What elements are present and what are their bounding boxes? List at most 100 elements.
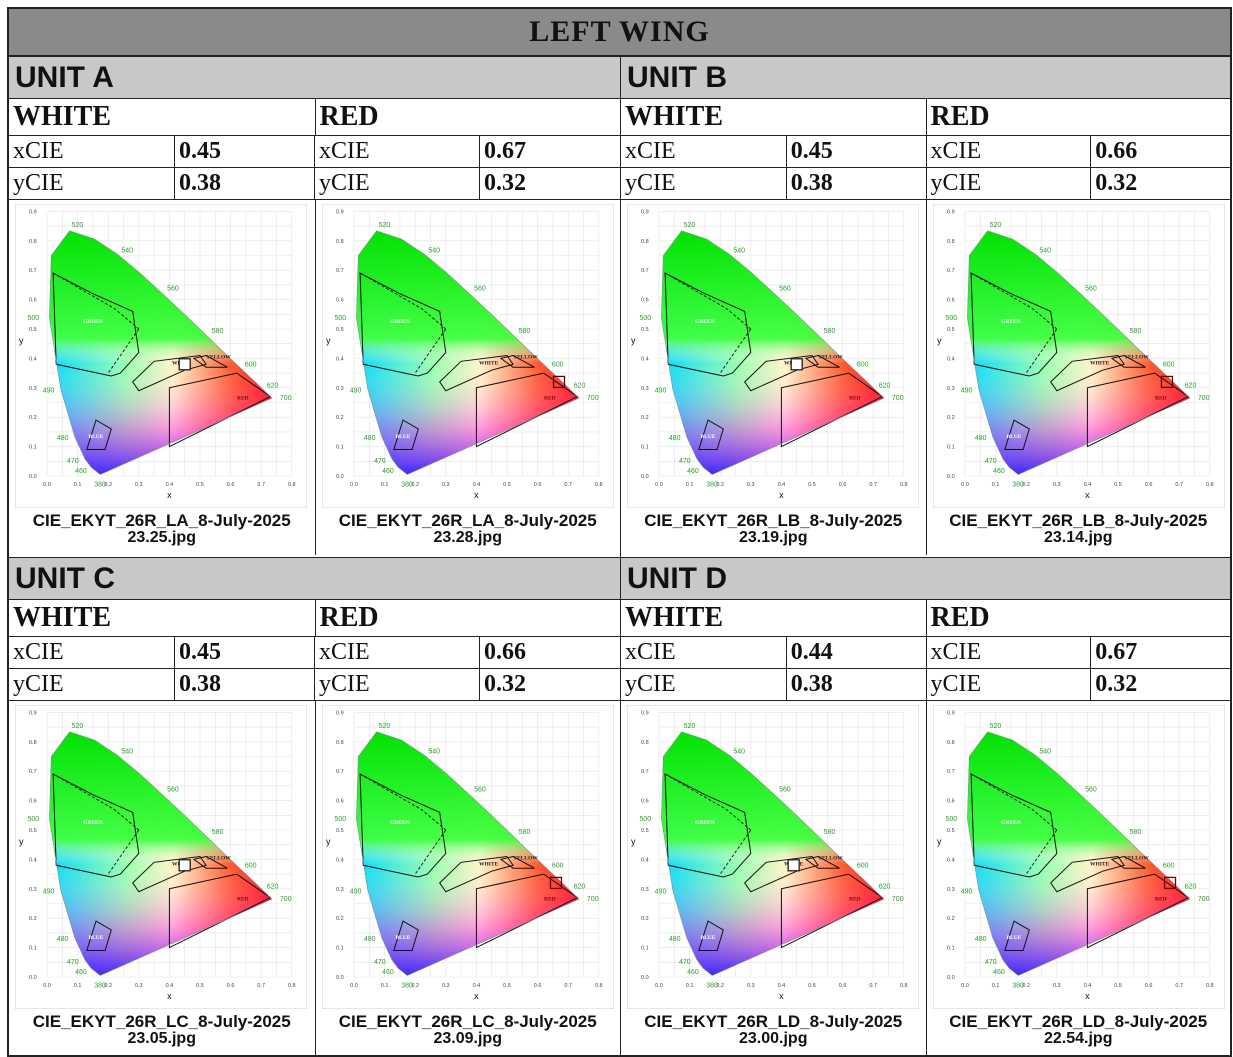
x-tick-label: 0.2 [716, 983, 724, 989]
y-tick-label: 0.9 [641, 209, 649, 215]
wavelength-label: 460 [993, 969, 1005, 976]
y-tick-label: 0.9 [336, 209, 344, 215]
x-tick-label: 0.6 [1144, 482, 1152, 488]
y-label: yCIE [314, 669, 479, 700]
y-tick-label: 0.1 [641, 445, 649, 451]
color-headers: WHITE RED [9, 600, 620, 637]
white-header: WHITE [625, 101, 724, 132]
wavelength-label: 540 [733, 748, 745, 755]
measured-point-marker [787, 859, 800, 872]
x-tick-label: 0.1 [686, 482, 694, 488]
x-tick-label: 0.2 [411, 482, 419, 488]
wavelength-label: 700 [1197, 395, 1209, 402]
wavelength-label: 560 [779, 286, 791, 293]
wavelength-label: 580 [518, 328, 530, 335]
region-label: RED [237, 897, 249, 903]
x-tick-label: 0.0 [655, 983, 663, 989]
y-tick-label: 0.3 [947, 386, 955, 392]
wavelength-label: 560 [474, 286, 486, 293]
white-y-value: 0.38 [785, 168, 926, 199]
x-tick-label: 0.5 [503, 983, 511, 989]
x-tick-label: 0.5 [808, 983, 816, 989]
y-tick-label: 0.4 [336, 857, 344, 863]
x-tick-label: 0.2 [104, 482, 112, 488]
measured-point-marker [178, 859, 191, 872]
region-boundary [52, 272, 140, 377]
region-boundary [970, 773, 1057, 878]
x-tick-label: 0.6 [533, 482, 541, 488]
wavelength-label: 500 [945, 315, 957, 322]
y-label: yCIE [625, 671, 676, 697]
y-tick-label: 0.5 [336, 327, 344, 333]
unit-panel-d: UNIT D WHITE RED xCIE 0.44 xCIE 0.67 yCI… [621, 558, 1230, 1056]
x-tick-label: 0.5 [503, 482, 511, 488]
chart-row: GREEN WHITE YELLOW RED BLUE 520 540 560 580 600 62… [9, 200, 620, 555]
x-tick-label: 0.8 [1205, 983, 1213, 989]
wavelength-label: 560 [167, 787, 179, 794]
wavelength-label: 580 [824, 829, 836, 836]
wavelength-label: 480 [363, 936, 375, 943]
y-tick-label: 0.7 [947, 769, 955, 775]
unit-panel-b: UNIT B WHITE RED xCIE 0.45 xCIE 0.66 yCI… [621, 57, 1230, 555]
y-row: yCIE 0.38 yCIE 0.32 [621, 669, 1230, 701]
wavelength-label: 480 [974, 435, 986, 442]
region-boundary [698, 419, 724, 450]
y-tick-label: 0.0 [336, 975, 344, 981]
y-tick-label: 0.9 [641, 710, 649, 716]
y-tick-label: 0.0 [336, 474, 344, 480]
region-label: YELLOW [206, 855, 231, 861]
y-axis-label: y [326, 837, 331, 847]
y-axis-label: y [937, 837, 942, 847]
y-tick-label: 0.4 [641, 857, 649, 863]
region-label: WHITE [479, 861, 499, 867]
x-tick-label: 0.0 [43, 983, 51, 989]
measured-point-marker [790, 358, 803, 371]
x-tick-label: 0.1 [380, 482, 388, 488]
red-x-value: 0.66 [1090, 136, 1230, 167]
spectral-locus [49, 230, 273, 475]
chart-cell-a-white: GREENWHITEYELLOWREDBLUE52054056058060062… [9, 200, 315, 555]
chart-caption-time: 23.14.jpg [1044, 529, 1113, 546]
region-label: BLUE [395, 935, 410, 941]
x-tick-label: 0.4 [1083, 482, 1091, 488]
x-axis-label: x [779, 490, 784, 500]
wavelength-label: 540 [121, 247, 133, 254]
y-tick-label: 0.5 [29, 327, 37, 333]
y-tick-label: 0.9 [947, 209, 955, 215]
x-tick-label: 0.3 [441, 482, 449, 488]
x-tick-label: 0.5 [1114, 482, 1122, 488]
wavelength-label: 460 [382, 969, 394, 976]
region-boundary [359, 272, 446, 330]
y-tick-label: 0.5 [947, 828, 955, 834]
region-boundary [664, 773, 752, 878]
x-tick-label: 0.2 [716, 482, 724, 488]
region-label: WHITE [1090, 360, 1110, 366]
region-boundary [192, 855, 228, 869]
cie-chart: GREEN WHITE YELLOW RED BLUE 520 540 560 580 600 62… [932, 705, 1225, 1009]
y-tick-label: 0.2 [947, 916, 955, 922]
region-boundary [86, 920, 112, 951]
region-boundary [1110, 354, 1146, 368]
x-tick-label: 0.4 [472, 983, 480, 989]
wavelength-label: 380 [706, 983, 718, 990]
x-tick-label: 0.8 [900, 983, 908, 989]
region-label: WHITE [479, 360, 499, 366]
x-tick-label: 0.4 [472, 482, 480, 488]
region-boundary [970, 773, 1057, 831]
region-boundary [1025, 829, 1057, 875]
wavelength-label: 560 [474, 787, 486, 794]
red-header: RED [925, 600, 1231, 636]
x-tick-label: 0.7 [869, 983, 877, 989]
region-label: GREEN [390, 820, 410, 826]
y-tick-label: 0.2 [641, 415, 649, 421]
y-tick-label: 0.2 [336, 415, 344, 421]
wavelength-label: 520 [684, 723, 696, 730]
wavelength-label: 380 [401, 482, 413, 489]
wavelength-label: 500 [27, 315, 39, 322]
wavelength-label: 460 [382, 468, 394, 475]
chart-caption-time: 23.05.jpg [127, 1030, 196, 1047]
x-tick-label: 0.4 [166, 983, 174, 989]
x-row: xCIE 0.45 xCIE 0.66 [9, 637, 620, 669]
x-label: xCIE [314, 637, 479, 668]
wavelength-label: 520 [989, 222, 1001, 229]
